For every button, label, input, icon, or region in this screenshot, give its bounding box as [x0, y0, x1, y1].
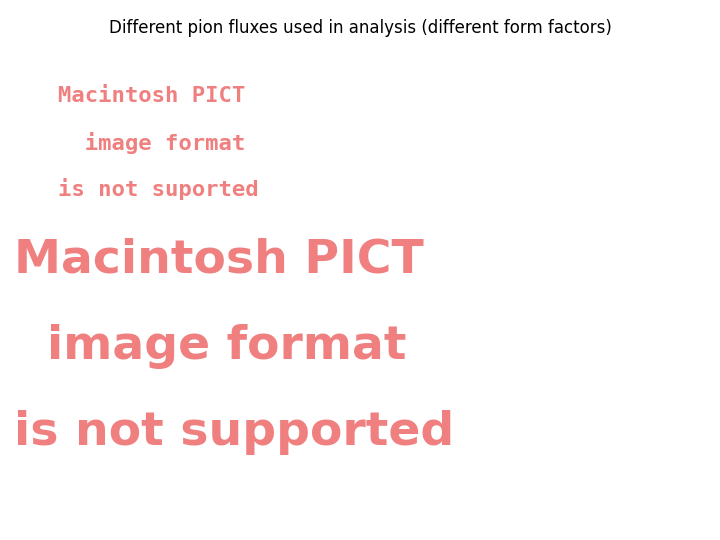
Text: is not supported: is not supported	[14, 410, 454, 455]
Text: image format: image format	[14, 324, 407, 369]
Text: is not suported: is not suported	[58, 178, 258, 200]
Text: Different pion fluxes used in analysis (different form factors): Different pion fluxes used in analysis (…	[109, 19, 611, 37]
Text: image format: image format	[58, 132, 245, 154]
Text: Macintosh PICT: Macintosh PICT	[58, 86, 245, 106]
Text: Macintosh PICT: Macintosh PICT	[14, 238, 424, 282]
